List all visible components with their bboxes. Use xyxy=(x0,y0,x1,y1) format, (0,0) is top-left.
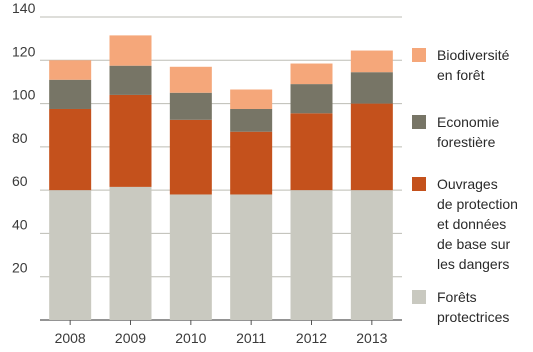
bar-segment xyxy=(109,94,152,187)
bar-segment xyxy=(169,194,212,320)
bar-segment xyxy=(290,84,333,114)
y-tick-label: 100 xyxy=(12,87,36,103)
legend-label: Economie xyxy=(437,114,499,130)
legend-item: Forêts protectrices xyxy=(412,289,509,325)
legend: Biodiversité en forêt Economie forestière Ou… xyxy=(412,47,518,325)
legend-label: de protection xyxy=(437,196,518,212)
x-tick-label: 2012 xyxy=(296,330,327,346)
y-tick-label: 80 xyxy=(12,130,28,146)
bar-segment xyxy=(290,190,333,320)
legend-label: les dangers xyxy=(437,256,509,272)
bar-segment xyxy=(230,194,273,320)
legend-item: Economie forestière xyxy=(412,114,499,150)
legend-swatch xyxy=(412,290,426,304)
legend-label: et données xyxy=(437,216,506,232)
bar-segment xyxy=(109,65,152,95)
legend-label: forestière xyxy=(437,134,496,150)
bar-segment xyxy=(169,66,212,93)
bar-segment xyxy=(350,103,393,191)
y-tick-label: 140 xyxy=(12,0,36,16)
y-tick-label: 120 xyxy=(12,43,36,59)
legend-label: en forêt xyxy=(437,67,485,83)
bar-segment xyxy=(290,113,333,191)
y-tick-label: 40 xyxy=(12,216,28,232)
bar-segment xyxy=(49,190,92,320)
bar-segment xyxy=(230,131,273,195)
x-axis: 2008 2009 2010 2011 2012 2013 xyxy=(55,320,388,346)
bar-segment xyxy=(350,190,393,320)
bar-segment xyxy=(290,63,333,85)
bars xyxy=(49,35,393,320)
bar-segment xyxy=(350,72,393,104)
bar-segment xyxy=(230,108,273,132)
bar-segment xyxy=(49,79,92,109)
legend-label: Forêts xyxy=(437,289,477,305)
x-tick-label: 2008 xyxy=(55,330,86,346)
legend-label: protectrices xyxy=(437,309,509,325)
legend-item: Biodiversité en forêt xyxy=(412,47,510,83)
legend-swatch xyxy=(412,48,426,62)
gridlines xyxy=(40,16,402,321)
x-tick-label: 2009 xyxy=(115,330,146,346)
legend-swatch xyxy=(412,177,426,191)
bar-segment xyxy=(169,119,212,195)
y-tick-label: 60 xyxy=(12,173,28,189)
y-tick-label: 20 xyxy=(12,260,28,276)
bar-segment xyxy=(109,186,152,320)
x-tick-label: 2011 xyxy=(236,330,266,346)
legend-label: Ouvrages xyxy=(437,176,498,192)
x-tick-label: 2013 xyxy=(356,330,387,346)
bar-segment xyxy=(109,35,152,66)
bar-segment xyxy=(169,92,212,120)
legend-item: Ouvrages de protection et données de base s… xyxy=(412,176,518,272)
y-axis: 20 40 60 80 100 120 140 xyxy=(12,0,36,276)
legend-swatch xyxy=(412,115,426,129)
x-tick-label: 2010 xyxy=(175,330,206,346)
bar-segment xyxy=(230,89,273,109)
bar-segment xyxy=(49,60,92,80)
bar-segment xyxy=(49,108,92,191)
legend-label: Biodiversité xyxy=(437,47,510,63)
bar-segment xyxy=(350,50,393,73)
legend-label: de base sur xyxy=(437,236,510,252)
